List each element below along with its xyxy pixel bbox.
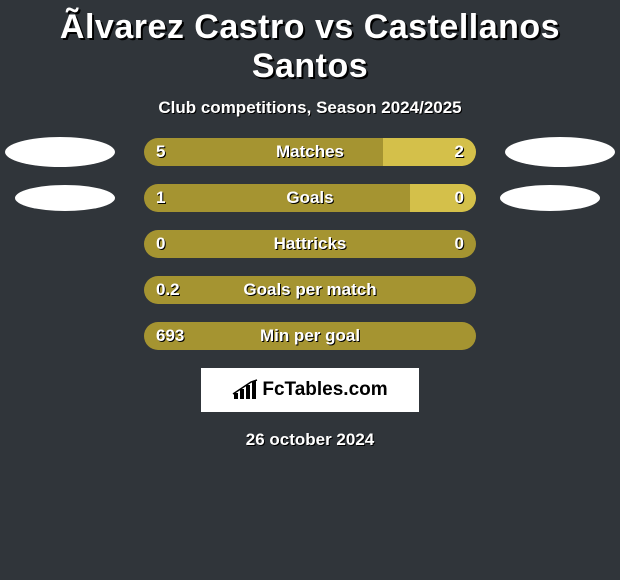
- player-left-ellipse: [5, 137, 115, 167]
- logo-text: FcTables.com: [262, 379, 387, 401]
- stat-bar: 0.2 Goals per match: [144, 276, 476, 304]
- comparison-chart: 5 Matches 2 1 Goals 0 0 Hattricks 0 0.2 …: [0, 138, 620, 350]
- stat-bar: 693 Min per goal: [144, 322, 476, 350]
- stat-label: Min per goal: [144, 326, 476, 346]
- stat-value-right: 0: [455, 188, 464, 208]
- stat-label: Matches: [144, 142, 476, 162]
- stat-label: Goals per match: [144, 280, 476, 300]
- stat-label: Hattricks: [144, 234, 476, 254]
- logo-box: FcTables.com: [201, 368, 419, 412]
- stat-row: 0.2 Goals per match: [0, 276, 620, 304]
- stat-row: 1 Goals 0: [0, 184, 620, 212]
- stat-label: Goals: [144, 188, 476, 208]
- stat-row: 693 Min per goal: [0, 322, 620, 350]
- player-right-ellipse: [500, 185, 600, 211]
- player-right-ellipse: [505, 137, 615, 167]
- bar-chart-icon: [232, 379, 258, 401]
- page-date: 26 october 2024: [0, 430, 620, 450]
- stat-bar: 0 Hattricks 0: [144, 230, 476, 258]
- player-left-ellipse: [15, 185, 115, 211]
- stat-value-right: 0: [455, 234, 464, 254]
- stat-bar: 5 Matches 2: [144, 138, 476, 166]
- stat-value-right: 2: [455, 142, 464, 162]
- stat-bar: 1 Goals 0: [144, 184, 476, 212]
- stat-row: 0 Hattricks 0: [0, 230, 620, 258]
- page-subtitle: Club competitions, Season 2024/2025: [0, 98, 620, 118]
- stat-row: 5 Matches 2: [0, 138, 620, 166]
- page-title: Ãlvarez Castro vs Castellanos Santos: [0, 0, 620, 86]
